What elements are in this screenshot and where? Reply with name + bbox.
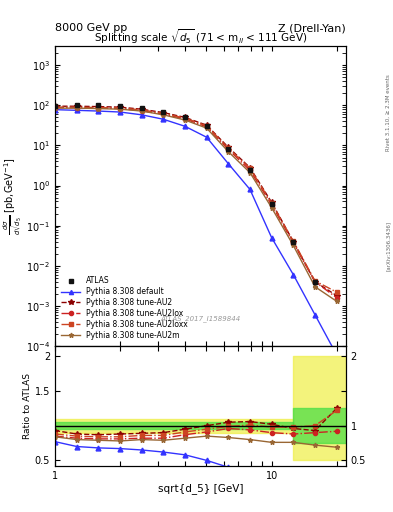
Pythia 8.308 tune-AU2m bbox=[161, 112, 165, 118]
Pythia 8.308 tune-AU2m bbox=[334, 298, 339, 304]
Pythia 8.308 tune-AU2m bbox=[204, 125, 209, 131]
Pythia 8.308 tune-AU2m bbox=[248, 169, 252, 176]
Pythia 8.308 tune-AU2lox bbox=[334, 294, 339, 301]
Pythia 8.308 default bbox=[183, 123, 187, 130]
Pythia 8.308 tune-AU2 bbox=[118, 104, 123, 110]
Pythia 8.308 default bbox=[74, 107, 79, 113]
Pythia 8.308 tune-AU2m bbox=[118, 106, 123, 112]
Pythia 8.308 default bbox=[313, 312, 318, 318]
Y-axis label: $\frac{d\sigma}{d\sqrt{d_5}}$ [pb,GeV$^{-1}$]: $\frac{d\sigma}{d\sqrt{d_5}}$ [pb,GeV$^{… bbox=[2, 157, 25, 235]
Pythia 8.308 tune-AU2 bbox=[96, 103, 101, 110]
Pythia 8.308 default bbox=[269, 234, 274, 241]
Pythia 8.308 tune-AU2lox bbox=[269, 202, 274, 208]
Text: Rivet 3.1.10, ≥ 2.3M events: Rivet 3.1.10, ≥ 2.3M events bbox=[386, 74, 391, 151]
Pythia 8.308 tune-AU2 bbox=[183, 114, 187, 120]
Pythia 8.308 tune-AU2lox bbox=[53, 104, 57, 111]
Pythia 8.308 tune-AU2 bbox=[139, 106, 144, 112]
Pythia 8.308 tune-AU2lox bbox=[118, 105, 123, 112]
Pythia 8.308 tune-AU2 bbox=[161, 110, 165, 116]
Pythia 8.308 default bbox=[248, 186, 252, 193]
Pythia 8.308 tune-AU2loxx bbox=[96, 104, 101, 111]
Pythia 8.308 tune-AU2loxx bbox=[74, 104, 79, 110]
Pythia 8.308 default bbox=[96, 108, 101, 114]
Pythia 8.308 tune-AU2m bbox=[74, 105, 79, 111]
Pythia 8.308 tune-AU2loxx bbox=[204, 123, 209, 129]
Pythia 8.308 tune-AU2loxx bbox=[248, 165, 252, 172]
Pythia 8.308 tune-AU2loxx bbox=[118, 105, 123, 111]
Text: 8000 GeV pp: 8000 GeV pp bbox=[55, 23, 127, 33]
Pythia 8.308 tune-AU2 bbox=[291, 239, 296, 245]
Pythia 8.308 tune-AU2 bbox=[248, 164, 252, 170]
Pythia 8.308 tune-AU2lox bbox=[161, 111, 165, 117]
Pythia 8.308 tune-AU2m bbox=[139, 108, 144, 114]
Text: Z (Drell-Yan): Z (Drell-Yan) bbox=[278, 23, 346, 33]
Pythia 8.308 tune-AU2loxx bbox=[161, 110, 165, 116]
Pythia 8.308 tune-AU2lox bbox=[183, 116, 187, 122]
Pythia 8.308 tune-AU2loxx bbox=[269, 200, 274, 206]
Pythia 8.308 default bbox=[291, 271, 296, 278]
Pythia 8.308 tune-AU2 bbox=[334, 292, 339, 298]
Pythia 8.308 default bbox=[226, 161, 231, 167]
Pythia 8.308 default bbox=[118, 109, 123, 115]
Pythia 8.308 tune-AU2lox bbox=[139, 108, 144, 114]
Pythia 8.308 tune-AU2lox bbox=[74, 104, 79, 111]
Pythia 8.308 tune-AU2lox bbox=[313, 279, 318, 285]
Pythia 8.308 default bbox=[334, 352, 339, 358]
Legend: ATLAS, Pythia 8.308 default, Pythia 8.308 tune-AU2, Pythia 8.308 tune-AU2lox, Py: ATLAS, Pythia 8.308 default, Pythia 8.30… bbox=[59, 274, 190, 342]
Title: Splitting scale $\sqrt{d_5}$ (71 < m$_{ll}$ < 111 GeV): Splitting scale $\sqrt{d_5}$ (71 < m$_{l… bbox=[94, 27, 307, 46]
Pythia 8.308 tune-AU2 bbox=[204, 122, 209, 128]
Pythia 8.308 tune-AU2lox bbox=[204, 124, 209, 130]
Pythia 8.308 default bbox=[53, 106, 57, 113]
X-axis label: sqrt{d_5} [GeV]: sqrt{d_5} [GeV] bbox=[158, 483, 243, 495]
Pythia 8.308 tune-AU2loxx bbox=[291, 238, 296, 244]
Pythia 8.308 tune-AU2m bbox=[96, 105, 101, 112]
Pythia 8.308 tune-AU2m bbox=[226, 148, 231, 155]
Pythia 8.308 tune-AU2m bbox=[53, 105, 57, 111]
Pythia 8.308 tune-AU2 bbox=[313, 279, 318, 285]
Pythia 8.308 tune-AU2lox bbox=[248, 167, 252, 174]
Line: Pythia 8.308 tune-AU2: Pythia 8.308 tune-AU2 bbox=[52, 103, 340, 298]
Pythia 8.308 tune-AU2loxx bbox=[53, 104, 57, 110]
Pythia 8.308 tune-AU2loxx bbox=[313, 278, 318, 284]
Pythia 8.308 default bbox=[161, 116, 165, 122]
Pythia 8.308 default bbox=[139, 112, 144, 118]
Pythia 8.308 tune-AU2 bbox=[74, 103, 79, 109]
Pythia 8.308 tune-AU2 bbox=[226, 144, 231, 151]
Pythia 8.308 tune-AU2m bbox=[313, 284, 318, 290]
Pythia 8.308 tune-AU2lox bbox=[291, 240, 296, 246]
Pythia 8.308 tune-AU2 bbox=[53, 103, 57, 109]
Pythia 8.308 tune-AU2lox bbox=[226, 146, 231, 153]
Y-axis label: Ratio to ATLAS: Ratio to ATLAS bbox=[23, 373, 32, 439]
Pythia 8.308 tune-AU2loxx bbox=[183, 115, 187, 121]
Pythia 8.308 tune-AU2m bbox=[291, 242, 296, 248]
Line: Pythia 8.308 tune-AU2lox: Pythia 8.308 tune-AU2lox bbox=[53, 105, 339, 300]
Line: Pythia 8.308 default: Pythia 8.308 default bbox=[53, 107, 339, 357]
Pythia 8.308 tune-AU2loxx bbox=[334, 289, 339, 295]
Pythia 8.308 default bbox=[204, 134, 209, 140]
Line: Pythia 8.308 tune-AU2m: Pythia 8.308 tune-AU2m bbox=[53, 105, 339, 304]
Text: [arXiv:1306.3436]: [arXiv:1306.3436] bbox=[386, 221, 391, 271]
Pythia 8.308 tune-AU2loxx bbox=[139, 107, 144, 113]
Pythia 8.308 tune-AU2lox bbox=[96, 105, 101, 111]
Pythia 8.308 tune-AU2m bbox=[183, 117, 187, 123]
Line: Pythia 8.308 tune-AU2loxx: Pythia 8.308 tune-AU2loxx bbox=[53, 105, 339, 294]
Pythia 8.308 tune-AU2 bbox=[269, 199, 274, 205]
Text: ATLAS_2017_I1589844: ATLAS_2017_I1589844 bbox=[160, 315, 241, 322]
Pythia 8.308 tune-AU2m bbox=[269, 205, 274, 211]
Pythia 8.308 tune-AU2loxx bbox=[226, 145, 231, 152]
